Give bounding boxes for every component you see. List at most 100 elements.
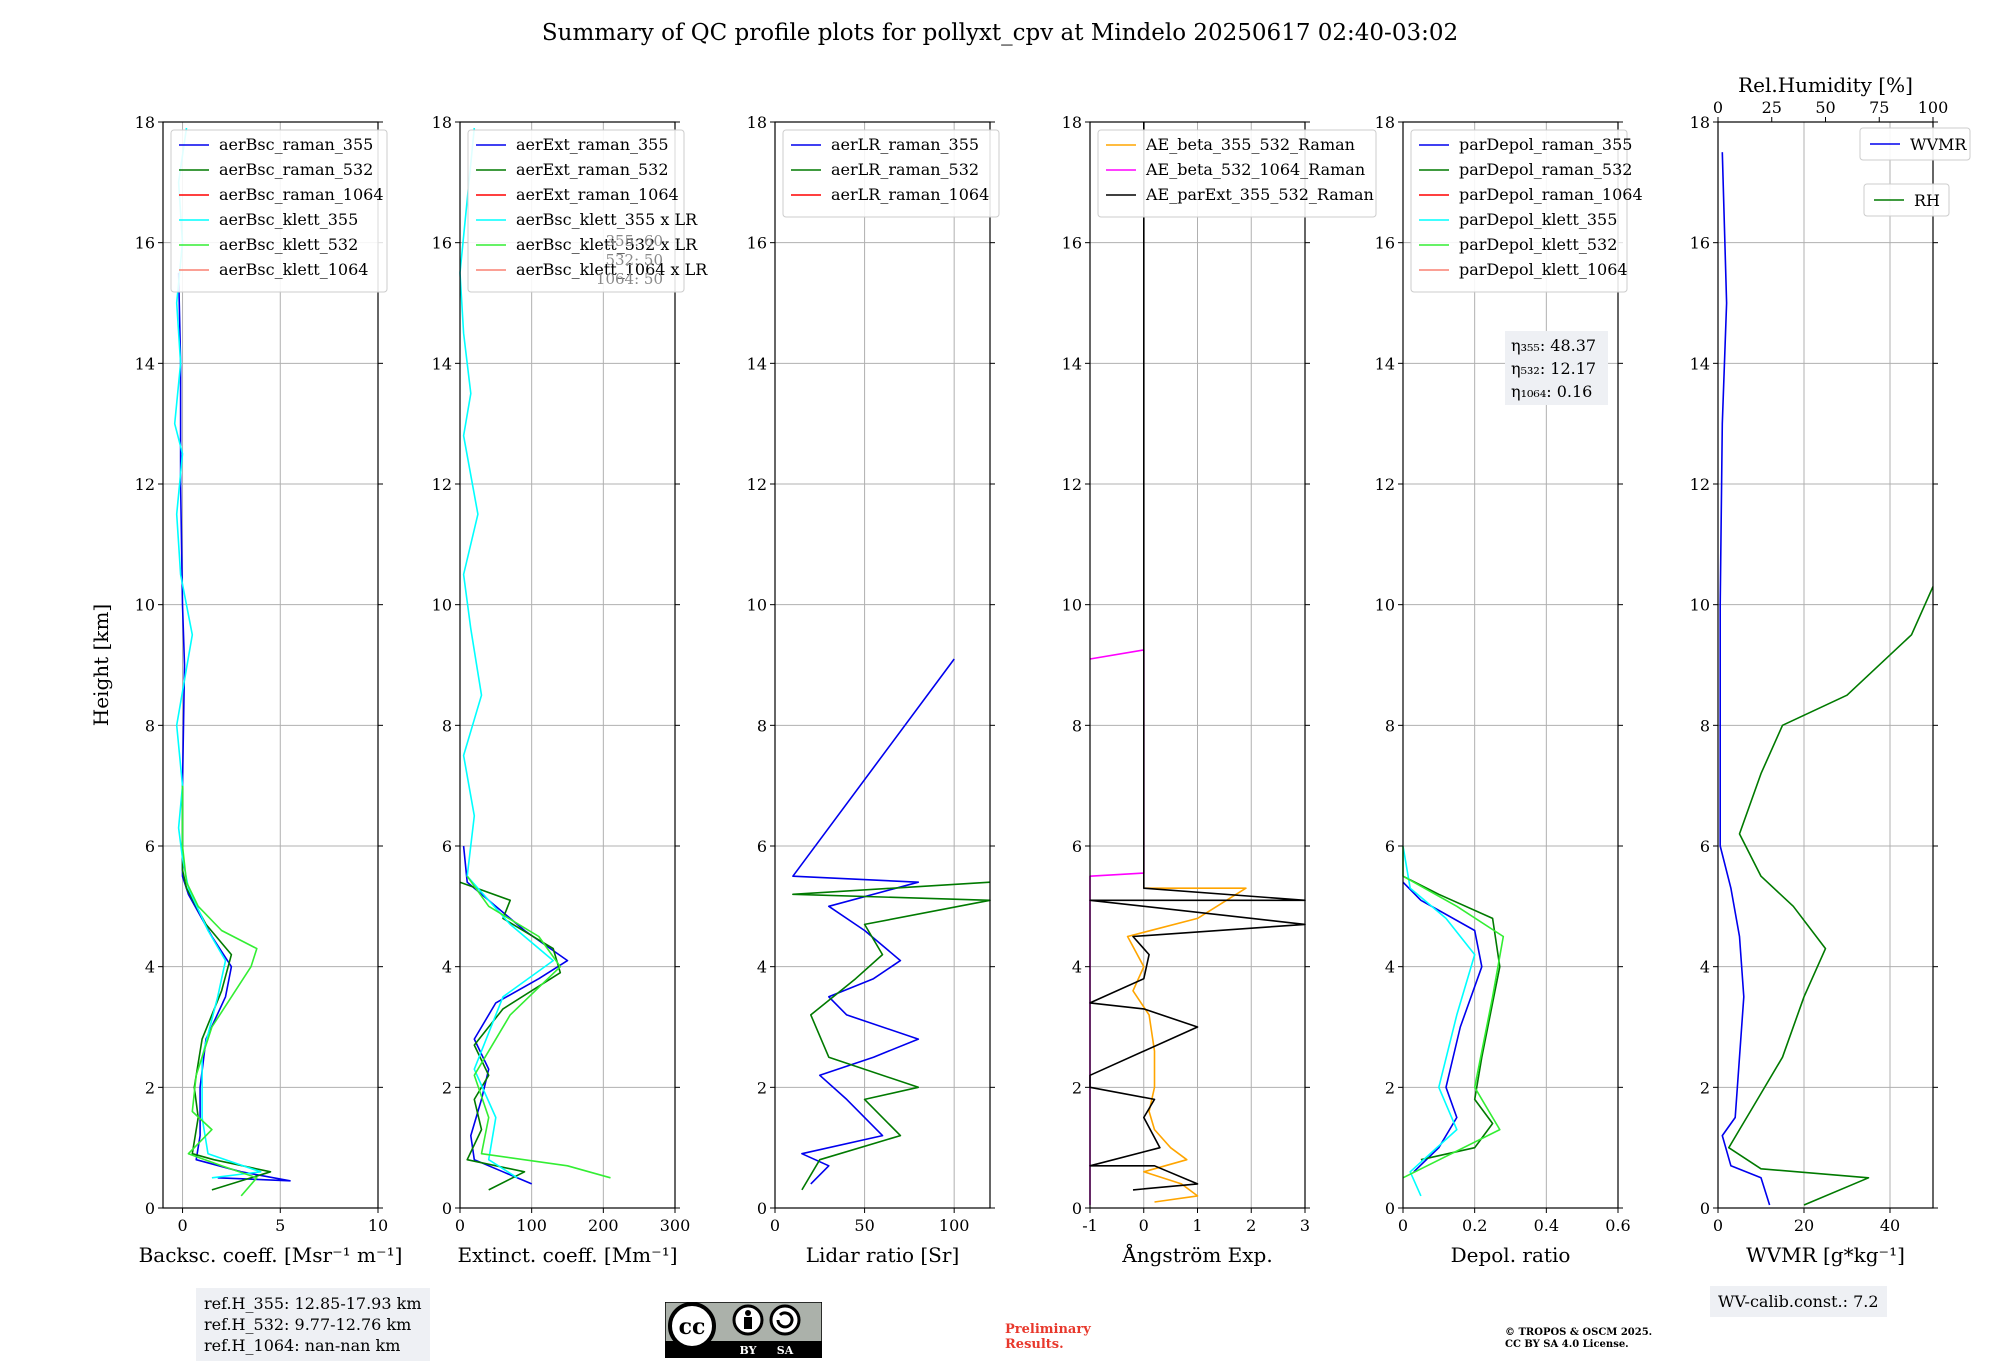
figure-title: Summary of QC profile plots for pollyxt_… <box>541 20 1459 46</box>
legend-label: aerLR_raman_532 <box>831 160 979 179</box>
y-tick-label: 12 <box>747 475 767 494</box>
y-tick-label: 16 <box>135 234 155 253</box>
y-tick-label: 18 <box>432 113 452 132</box>
legend-label: parDepol_klett_355 <box>1459 210 1617 229</box>
x-tick-label: 0 <box>177 1216 187 1235</box>
legend-label: aerLR_raman_355 <box>831 135 979 154</box>
y-tick-label: 16 <box>1690 234 1710 253</box>
legend-box <box>170 129 388 293</box>
x-tick-label: 10 <box>368 1216 388 1235</box>
series-line-AE_beta_532_1064_Raman <box>1089 649 1145 1205</box>
legend-WVMR: WVMR <box>1859 127 1971 161</box>
y-tick-label: 12 <box>432 475 452 494</box>
x-tick-label: 0.2 <box>1462 1216 1487 1235</box>
legend-box <box>467 129 685 293</box>
x-tick-label: 100 <box>516 1216 547 1235</box>
legend-note: 1064: 50 <box>596 270 663 288</box>
copyright-line-2: CC BY SA 4.0 License. <box>1505 1339 1629 1350</box>
x-tick-label: 3 <box>1300 1216 1310 1235</box>
y-tick-label: 16 <box>432 234 452 253</box>
legend-label: aerBsc_raman_355 <box>219 135 373 154</box>
y-tick-label: 10 <box>1062 596 1082 615</box>
x-tick-label: 5 <box>275 1216 285 1235</box>
x-axis-label: Extinct. coeff. [Mm⁻¹] <box>457 1243 677 1267</box>
y-tick-label: 2 <box>1072 1078 1082 1097</box>
y-tick-label: 2 <box>145 1078 155 1097</box>
series-line-aerBsc_klett_532 <box>181 785 258 1197</box>
annotation-line: η₃₅₅: 48.37 <box>1511 336 1596 355</box>
legend-label: aerBsc_klett_532 <box>219 235 358 254</box>
y-tick-label: 6 <box>1385 837 1395 856</box>
x-tick-label: 0 <box>770 1216 780 1235</box>
panel-lr: 0 2 4 6 8 10 12 14 16 18 0 50 100 Lidar ratio [Sr] aer… <box>747 113 1000 1267</box>
plot-frame <box>1402 121 1619 1209</box>
y-tick-label: 2 <box>1700 1078 1710 1097</box>
wv-calib-box: WV-calib.const.: 7.2 <box>1710 1286 1887 1317</box>
y-tick-label: 2 <box>442 1078 452 1097</box>
legend-label: aerBsc_klett_1064 <box>219 260 368 279</box>
x-tick-label: 0.4 <box>1534 1216 1559 1235</box>
legend-label: parDepol_raman_355 <box>1459 135 1632 154</box>
y-tick-label: 2 <box>757 1078 767 1097</box>
y-tick-label: 4 <box>1385 958 1395 977</box>
y-tick-label: 4 <box>1700 958 1710 977</box>
legend-label: parDepol_klett_532 <box>1459 235 1617 254</box>
plot-frame <box>1717 121 1934 1209</box>
series-line-aerBsc_klett_355 x LR <box>459 127 555 1179</box>
y-tick-label: 18 <box>135 113 155 132</box>
plot-frame <box>774 121 991 1209</box>
panel-ext: 0 2 4 6 8 10 12 14 16 18 0 100 200 300 Extinct. coeff.… <box>432 113 709 1267</box>
preliminary-line-1: Preliminary <box>1005 1322 1091 1337</box>
copyright-note: © TROPOS & OSCM 2025. CC BY SA 4.0 Licen… <box>1505 1327 1652 1351</box>
legend-label: AE_beta_355_532_Raman <box>1145 135 1355 154</box>
legend: AE_beta_355_532_Raman AE_beta_532_1064_Ra… <box>1097 129 1377 218</box>
legend-note: 532: 50 <box>605 251 663 269</box>
plot-frame <box>162 121 379 1209</box>
y-tick-label: 16 <box>747 234 767 253</box>
x-axis-label: Lidar ratio [Sr] <box>806 1243 960 1267</box>
series-line-WVMR <box>1719 152 1771 1206</box>
top-x-tick-label: 25 <box>1762 98 1782 117</box>
reference-height-box: ref.H_355: 12.85-17.93 km ref.H_532: 9.7… <box>196 1288 430 1361</box>
legend-label: parDepol_raman_532 <box>1459 160 1632 179</box>
y-tick-label: 4 <box>442 958 452 977</box>
legend-label: aerExt_raman_355 <box>516 135 669 154</box>
legend-label: WVMR <box>1910 135 1967 154</box>
y-tick-label: 14 <box>1690 354 1710 373</box>
y-tick-label: 18 <box>1062 113 1082 132</box>
annotation-line: η₅₃₂: 12.17 <box>1511 359 1596 378</box>
x-axis-label: WVMR [g*kg⁻¹] <box>1746 1243 1905 1267</box>
x-tick-label: 0 <box>455 1216 465 1235</box>
y-tick-label: 6 <box>145 837 155 856</box>
series-line-RH <box>1728 586 1934 1206</box>
y-tick-label: 18 <box>747 113 767 132</box>
y-tick-label: 14 <box>432 354 452 373</box>
x-tick-label: 1 <box>1192 1216 1202 1235</box>
series-line-parDepol_klett_532 <box>1402 846 1505 1179</box>
y-tick-label: 8 <box>1700 716 1710 735</box>
legend-note: 355: 60 <box>605 232 663 250</box>
y-tick-label: 8 <box>1072 716 1082 735</box>
refh-532: ref.H_532: 9.77-12.76 km <box>204 1315 412 1334</box>
x-tick-label: 50 <box>854 1216 874 1235</box>
legend-label: aerExt_raman_1064 <box>516 185 679 204</box>
y-tick-label: 4 <box>145 958 155 977</box>
legend-label: aerBsc_raman_1064 <box>219 185 384 204</box>
y-tick-label: 10 <box>1690 596 1710 615</box>
series-line-aerBsc_klett_532 x LR <box>466 875 611 1179</box>
y-tick-label: 8 <box>442 716 452 735</box>
x-tick-label: 0 <box>1713 1216 1723 1235</box>
y-tick-label: 14 <box>1375 354 1395 373</box>
refh-355: ref.H_355: 12.85-17.93 km <box>204 1294 422 1313</box>
series-line-parDepol_klett_355 <box>1402 845 1476 1197</box>
x-tick-label: 300 <box>660 1216 691 1235</box>
y-tick-label: 2 <box>1385 1078 1395 1097</box>
series-line-aerBsc_raman_355 <box>177 272 291 1182</box>
series-line-aerLR_raman_532 <box>792 881 991 1191</box>
y-tick-label: 0 <box>1385 1199 1395 1218</box>
preliminary-line-2: Results. <box>1005 1337 1064 1352</box>
series-line-aerBsc_raman_532 <box>181 785 272 1191</box>
y-tick-label: 0 <box>1700 1199 1710 1218</box>
